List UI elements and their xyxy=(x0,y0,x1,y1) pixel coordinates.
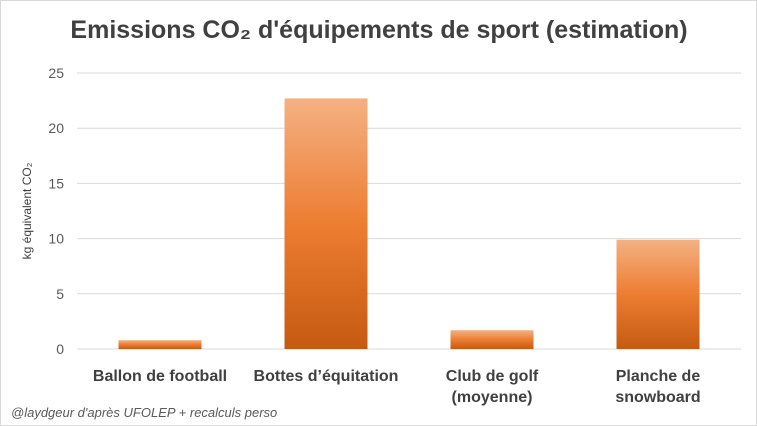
x-tick-label: Ballon de football xyxy=(93,368,227,385)
x-tick-label: Planche de snowboard xyxy=(615,368,700,406)
x-tick-label: Bottes d’équitation xyxy=(254,368,399,385)
bar xyxy=(616,239,700,349)
y-tick-label: 10 xyxy=(48,231,64,247)
x-tick-label-line: Ballon de football xyxy=(93,368,227,385)
x-tick-label-line: (moyenne) xyxy=(452,389,533,406)
y-tick-label: 0 xyxy=(56,341,64,357)
bar xyxy=(118,340,202,349)
y-tick-label: 20 xyxy=(48,120,64,136)
bar xyxy=(284,98,368,349)
x-tick-label-line: Bottes d’équitation xyxy=(254,368,399,385)
bars xyxy=(118,98,700,349)
x-tick-label-line: Club de golf xyxy=(446,368,539,385)
x-tick-label-line: snowboard xyxy=(615,389,700,406)
y-axis-ticks: 0 5 10 15 20 25 xyxy=(48,65,64,357)
x-tick-label-line: Planche de xyxy=(616,368,701,385)
y-tick-label: 25 xyxy=(48,65,64,81)
y-tick-label: 5 xyxy=(56,286,64,302)
bar xyxy=(450,330,534,349)
chart-title: Emissions CO₂ d'équipements de sport (es… xyxy=(70,16,687,44)
y-axis-label: kg équivalent CO₂ xyxy=(20,162,34,259)
x-axis-labels: Ballon de football Bottes d’équitation Clu… xyxy=(93,368,701,406)
source-credit: @laydgeur d'après UFOLEP + recalculs per… xyxy=(11,405,277,420)
x-tick-label: Club de golf (moyenne) xyxy=(446,368,539,406)
y-tick-label: 15 xyxy=(48,175,64,191)
